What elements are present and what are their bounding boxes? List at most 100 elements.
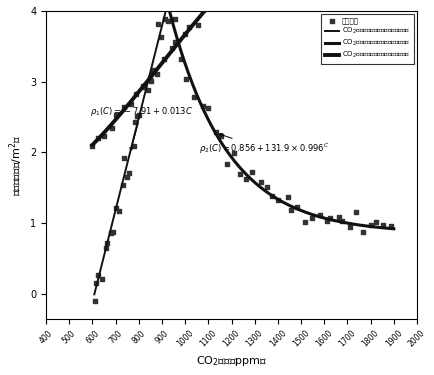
人员密度 xyxy=(133,113,140,119)
人员密度 xyxy=(211,0,218,3)
人员密度 xyxy=(99,276,105,282)
CO$_2$浓度与人员密度第二阶段关系曲线 xyxy=(391,226,396,231)
人员密度 xyxy=(141,84,148,90)
Text: $\rho_2(C) = 0.856 + 131.9 \times 0.996^C$: $\rho_2(C) = 0.856 + 131.9 \times 0.996^… xyxy=(199,134,329,156)
人员密度 xyxy=(263,184,270,190)
人员密度 xyxy=(107,230,114,236)
人员密度 xyxy=(288,207,295,213)
人员密度 xyxy=(205,1,212,7)
人员密度 xyxy=(101,134,108,140)
人员密度 xyxy=(181,31,188,37)
人员密度 xyxy=(109,229,116,235)
Text: $\rho_3(C) = 3.2\times10^{(-12)}C^4 - 1.36\times10^{(-8)}C^3 + 2.1\times10^{(-5): $\rho_3(C) = 3.2\times10^{(-12)}C^4 - 1.… xyxy=(0,374,1,375)
CO$_2$浓度与人员密度第三阶段关系曲线 xyxy=(90,142,95,147)
人员密度 xyxy=(274,197,281,203)
人员密度 xyxy=(164,18,171,24)
人员密度 xyxy=(231,150,238,156)
人员密度 xyxy=(145,87,151,93)
人员密度 xyxy=(339,218,345,224)
人员密度 xyxy=(178,56,184,62)
人员密度 xyxy=(165,0,172,5)
人员密度 xyxy=(127,101,134,107)
人员密度 xyxy=(380,222,387,228)
CO$_2$浓度与人员密度第二阶段关系曲线 xyxy=(386,226,391,231)
CO$_2$浓度与人员密度第一阶段关系曲线 xyxy=(92,291,97,296)
人员密度 xyxy=(171,39,178,45)
人员密度 xyxy=(335,214,342,220)
CO$_2$浓度与人员密度第一阶段关系曲线 xyxy=(139,105,144,110)
人员密度 xyxy=(88,143,95,149)
人员密度 xyxy=(200,7,207,13)
CO$_2$浓度与人员密度第一阶段关系曲线 xyxy=(92,292,97,297)
人员密度 xyxy=(249,169,256,175)
人员密度 xyxy=(133,92,140,98)
人员密度 xyxy=(130,143,137,149)
人员密度 xyxy=(115,208,122,214)
人员密度 xyxy=(316,212,323,218)
CO$_2$浓度与人员密度第一阶段关系曲线 xyxy=(164,7,169,12)
人员密度 xyxy=(294,204,301,210)
CO$_2$浓度与人员密度第三阶段关系曲线 xyxy=(145,78,151,83)
人员密度 xyxy=(302,219,309,225)
人员密度 xyxy=(204,105,211,111)
人员密度 xyxy=(285,194,292,200)
人员密度 xyxy=(171,16,178,22)
Text: $\rho_1(C) = -7.91 + 0.013C$: $\rho_1(C) = -7.91 + 0.013C$ xyxy=(90,105,193,151)
人员密度 xyxy=(139,83,146,89)
Y-axis label: 人员密度（人/m$^2$）: 人员密度（人/m$^2$） xyxy=(7,134,25,195)
人员密度 xyxy=(155,21,161,27)
人员密度 xyxy=(120,156,127,162)
人员密度 xyxy=(359,229,366,235)
人员密度 xyxy=(217,133,224,139)
人员密度 xyxy=(95,272,102,278)
人员密度 xyxy=(150,67,157,73)
人员密度 xyxy=(108,125,115,131)
Line: CO$_2$浓度与人员密度第二阶段关系曲线: CO$_2$浓度与人员密度第二阶段关系曲线 xyxy=(162,0,394,229)
人员密度 xyxy=(121,104,128,110)
CO$_2$浓度与人员密度第一阶段关系曲线 xyxy=(140,100,145,104)
人员密度 xyxy=(157,34,164,40)
X-axis label: CO$_2$浓度（ppm）: CO$_2$浓度（ppm） xyxy=(196,354,267,368)
人员密度 xyxy=(269,194,276,200)
人员密度 xyxy=(131,120,138,126)
人员密度 xyxy=(183,76,190,82)
人员密度 xyxy=(147,75,154,81)
CO$_2$浓度与人员密度第二阶段关系曲线 xyxy=(297,208,302,212)
人员密度 xyxy=(213,129,220,135)
人员密度 xyxy=(160,56,167,62)
人员密度 xyxy=(258,178,265,184)
人员密度 xyxy=(387,224,394,230)
人员密度 xyxy=(163,5,170,11)
人员密度 xyxy=(123,174,130,180)
人员密度 xyxy=(191,94,197,100)
人员密度 xyxy=(113,112,120,118)
Line: CO$_2$浓度与人员密度第一阶段关系曲线: CO$_2$浓度与人员密度第一阶段关系曲线 xyxy=(94,0,174,294)
人员密度 xyxy=(147,78,154,84)
人员密度 xyxy=(243,176,250,182)
人员密度 xyxy=(309,215,316,221)
人员密度 xyxy=(327,214,334,220)
人员密度 xyxy=(113,205,120,211)
CO$_2$浓度与人员密度第二阶段关系曲线 xyxy=(271,194,276,199)
人员密度 xyxy=(323,218,330,224)
人员密度 xyxy=(195,22,202,28)
人员密度 xyxy=(102,245,109,251)
人员密度 xyxy=(347,224,354,230)
人员密度 xyxy=(95,135,102,141)
人员密度 xyxy=(223,160,230,166)
人员密度 xyxy=(149,69,156,75)
CO$_2$浓度与人员密度第二阶段关系曲线 xyxy=(349,222,355,226)
人员密度 xyxy=(126,170,133,176)
人员密度 xyxy=(103,240,110,246)
人员密度 xyxy=(237,171,244,177)
人员密度 xyxy=(154,71,161,77)
人员密度 xyxy=(168,45,175,51)
CO$_2$浓度与人员密度第一阶段关系曲线 xyxy=(138,106,144,110)
人员密度 xyxy=(161,16,168,22)
CO$_2$浓度与人员密度第二阶段关系曲线 xyxy=(270,194,275,198)
CO$_2$浓度与人员密度第二阶段关系曲线 xyxy=(285,202,290,207)
人员密度 xyxy=(92,298,99,304)
人员密度 xyxy=(119,183,126,189)
CO$_2$浓度与人员密度第三阶段关系曲线 xyxy=(170,47,175,52)
人员密度 xyxy=(135,112,142,118)
